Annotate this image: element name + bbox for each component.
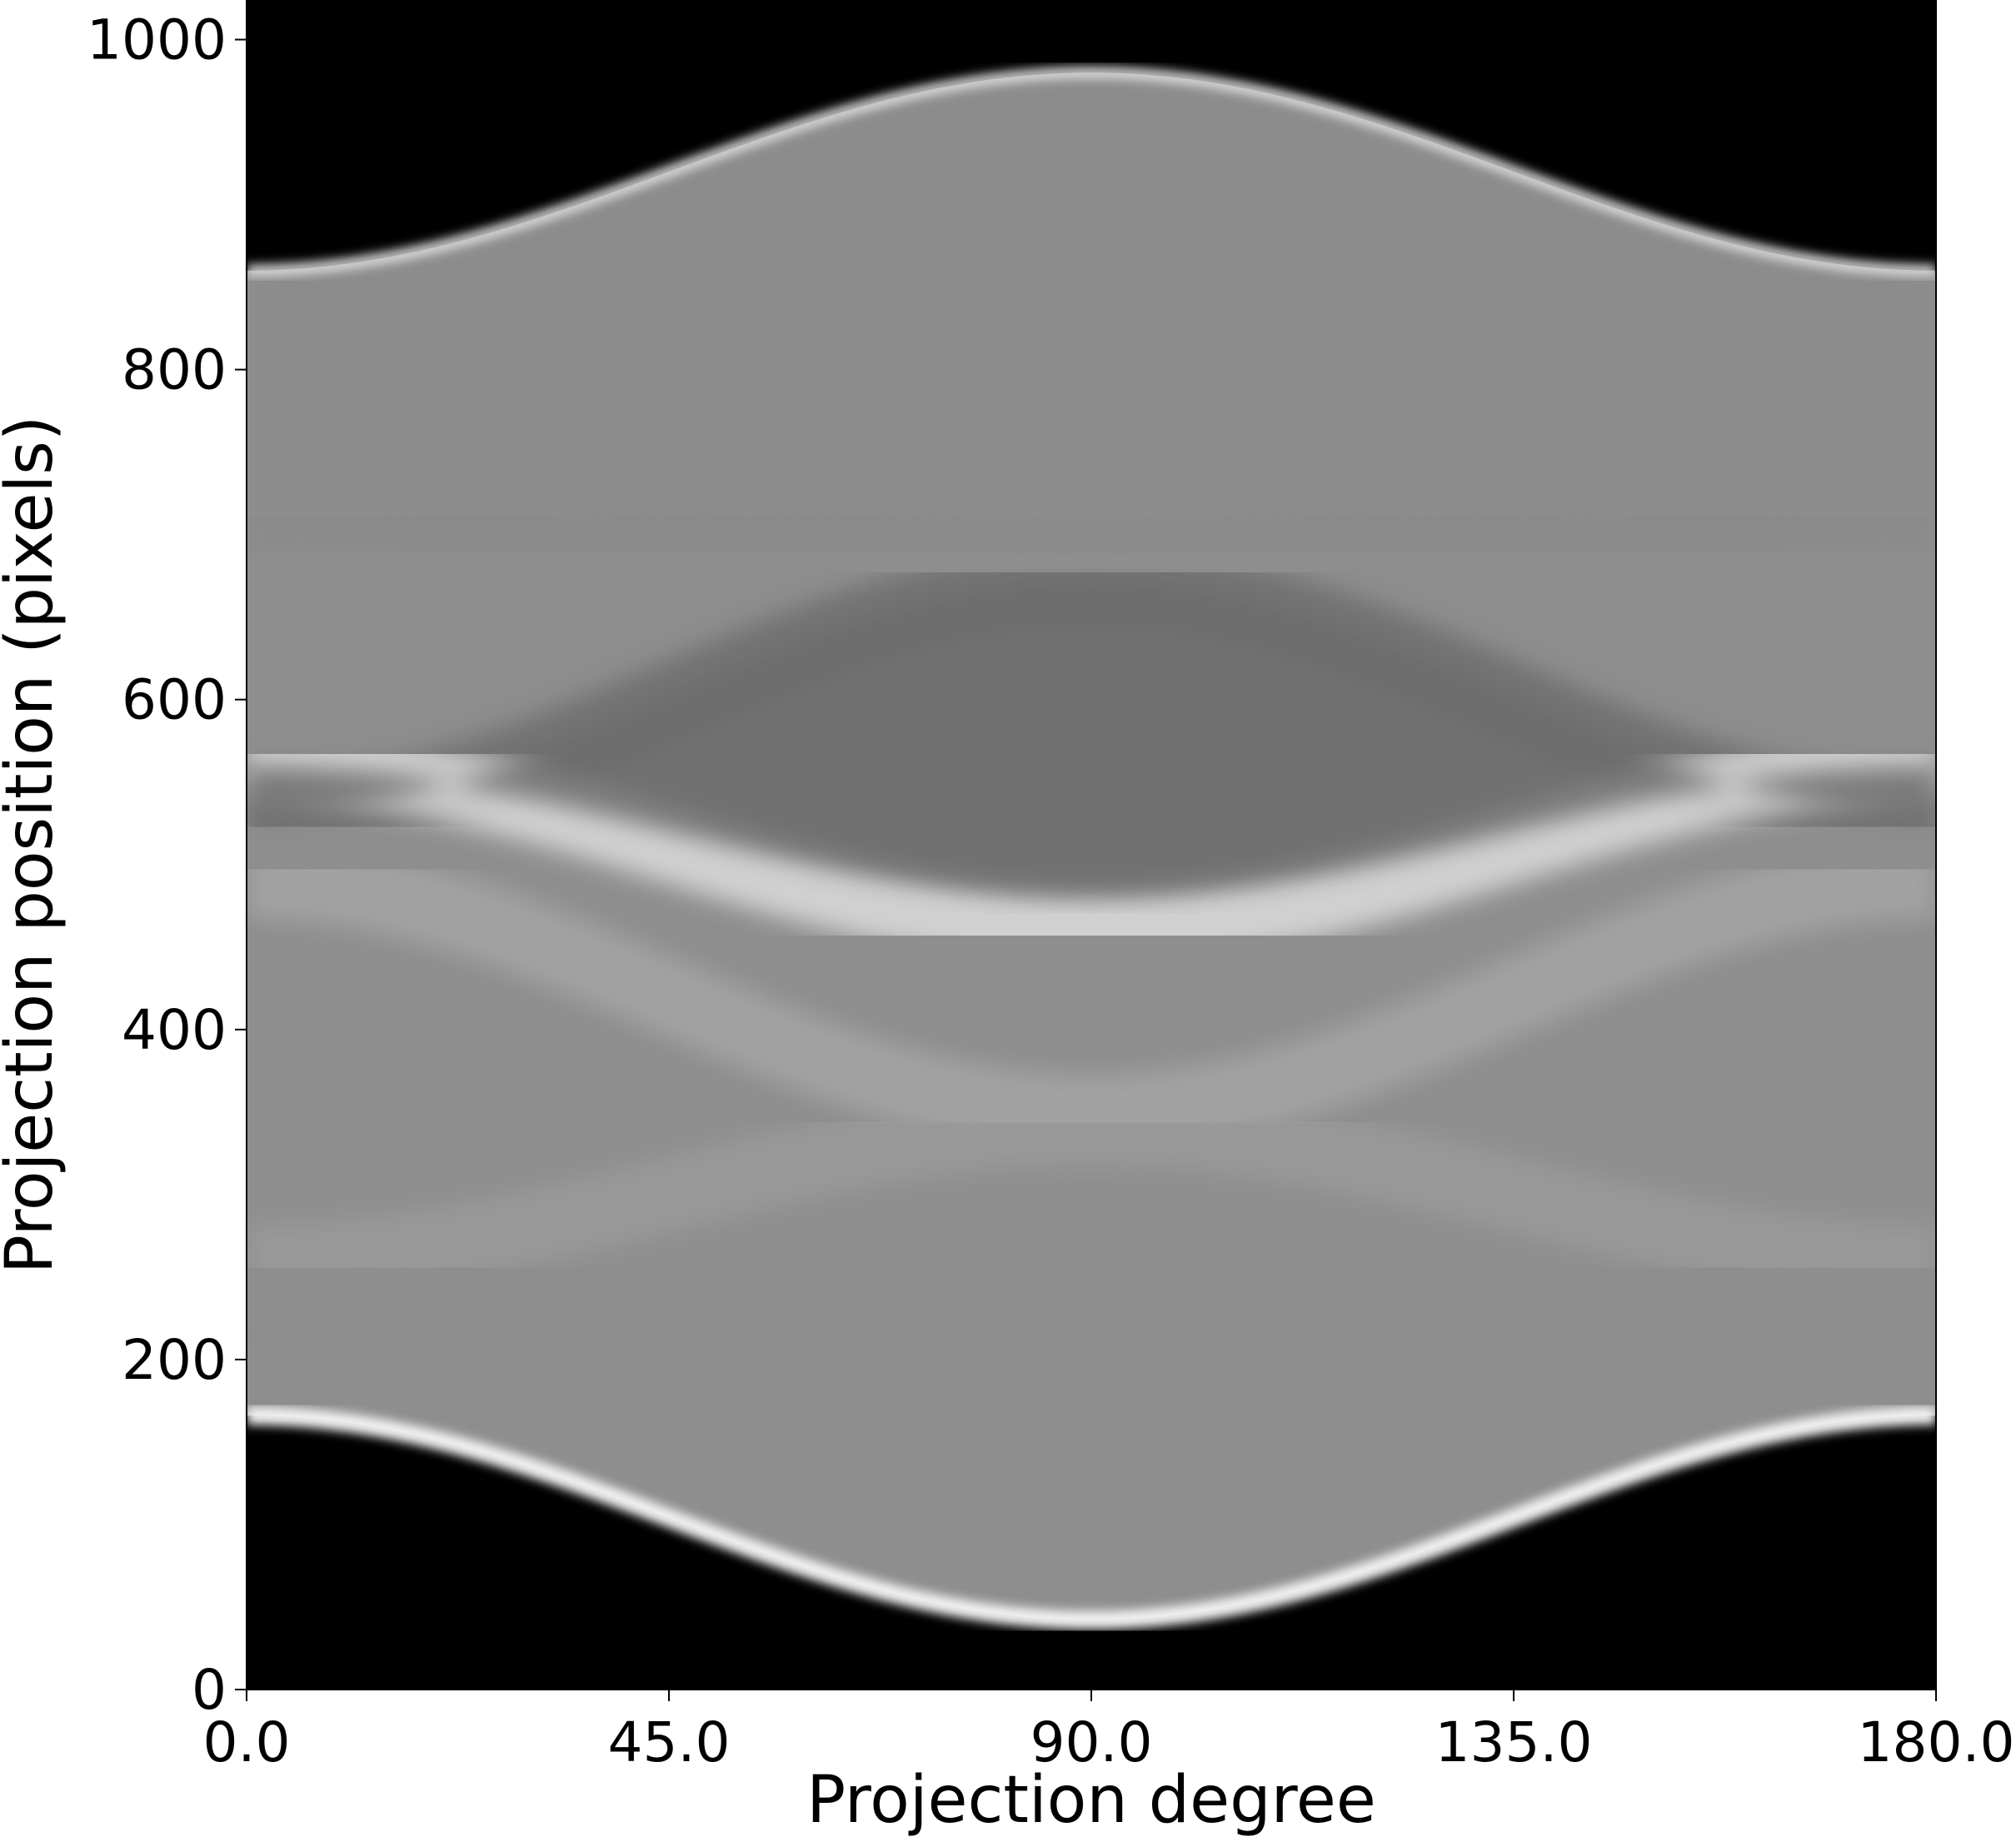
sinogram-band-0 <box>247 480 1936 589</box>
x-tick-label: 45.0 <box>608 1710 731 1775</box>
y-axis-label: Projection position (pixels) <box>0 416 67 1274</box>
y-tick-label: 0 <box>192 1658 227 1722</box>
x-axis-label: Projection degree <box>806 1763 1376 1838</box>
band-dark-core <box>247 584 1936 898</box>
x-tick-label: 0.0 <box>203 1710 291 1775</box>
sinogram-band-4 <box>247 1091 1936 1299</box>
y-axis: 0 200 400 600 800 1000 <box>87 8 247 1722</box>
y-tick-label: 200 <box>122 1328 227 1392</box>
sinogram-band-2 <box>247 725 1936 966</box>
sinogram-top-edge <box>247 67 1936 277</box>
sinogram-image <box>247 67 1936 1630</box>
x-tick-label: 90.0 <box>1030 1710 1153 1775</box>
plot-area <box>247 0 1936 1690</box>
x-tick-label: 180.0 <box>1858 1710 2015 1775</box>
sinogram-bands <box>247 72 1936 1381</box>
x-axis: 0.0 45.0 90.0 135.0 180.0 <box>203 1690 2015 1775</box>
y-tick-label: 400 <box>122 998 227 1062</box>
y-tick-label: 600 <box>122 668 227 732</box>
y-tick-label: 800 <box>122 338 227 402</box>
sinogram-band-5 <box>247 1239 1936 1381</box>
y-tick-label: 1000 <box>87 8 227 72</box>
sinogram-bottom-edge <box>247 1406 1936 1630</box>
band-upper <box>247 72 1936 552</box>
x-tick-label: 135.0 <box>1435 1710 1593 1775</box>
